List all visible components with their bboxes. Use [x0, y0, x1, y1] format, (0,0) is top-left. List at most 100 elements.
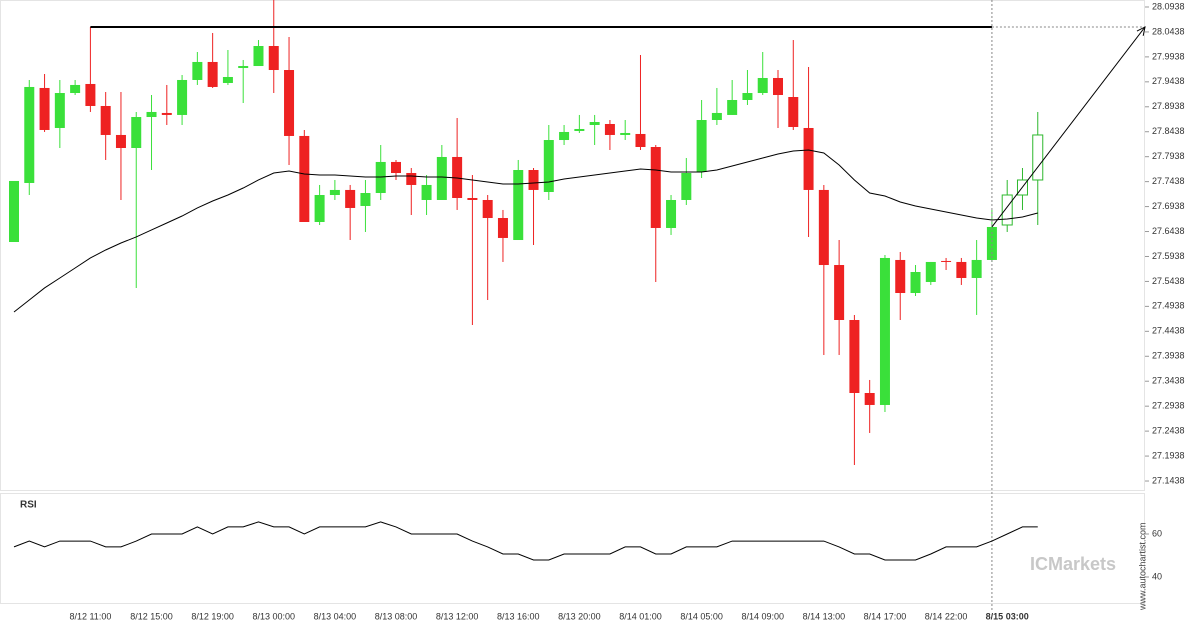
- candle-body: [161, 112, 172, 115]
- candle-body: [589, 122, 600, 125]
- y-tick-label: 60: [1152, 528, 1162, 538]
- candle-body: [85, 83, 96, 106]
- y-tick-label: 27.6438: [1152, 226, 1185, 236]
- y-tick-label: 27.6938: [1152, 201, 1185, 211]
- y-tick-label: 27.8938: [1152, 101, 1185, 111]
- candle-body: [54, 93, 65, 128]
- candle-body: [834, 265, 845, 320]
- source: www.autochartist.com: [1137, 522, 1147, 611]
- candle-body: [711, 112, 722, 121]
- candle-body: [177, 79, 188, 115]
- candle-body: [818, 189, 829, 266]
- y-tick-label: 27.8438: [1152, 126, 1185, 136]
- y-tick-label: 40: [1152, 571, 1162, 581]
- forecast-arrow: [991, 26, 1146, 228]
- candle-body: [971, 259, 982, 278]
- x-tick-label: 8/13 12:00: [436, 611, 479, 621]
- candle-body: [696, 120, 707, 172]
- x-tick-label: 8/14 01:00: [619, 611, 662, 621]
- x-tick-label: 8/14 05:00: [680, 611, 723, 621]
- candle-body: [467, 197, 478, 200]
- candle-body: [620, 132, 631, 135]
- rsi-panel: [0, 493, 1145, 604]
- candle-body: [115, 134, 126, 148]
- watermark: ICMarkets: [1030, 554, 1116, 574]
- candle-body: [146, 111, 157, 118]
- candle-body: [681, 172, 692, 200]
- candle-body: [1032, 134, 1044, 181]
- candle-body: [299, 135, 310, 222]
- y-tick-label: 27.4938: [1152, 301, 1185, 311]
- y-tick-label: 27.5438: [1152, 276, 1185, 286]
- moving-average: [13, 149, 1038, 313]
- y-tick-label: 28.0438: [1152, 26, 1185, 36]
- y-tick-label: 27.1938: [1152, 450, 1185, 460]
- y-tick-label: 27.3438: [1152, 376, 1185, 386]
- candle-body: [253, 46, 264, 67]
- x-tick-label: 8/13 16:00: [497, 611, 540, 621]
- candle-body: [543, 140, 554, 193]
- y-tick-label: 27.7938: [1152, 151, 1185, 161]
- y-tick-label: 28.0938: [1152, 1, 1185, 11]
- candle-body: [956, 261, 967, 278]
- candle-body: [925, 261, 936, 282]
- candle-body: [864, 392, 875, 405]
- y-tick-label: 27.5938: [1152, 251, 1185, 261]
- rsi-title: RSI: [20, 500, 37, 511]
- candle-body: [803, 127, 814, 190]
- candle-body: [604, 123, 615, 135]
- candle-body: [360, 193, 371, 206]
- candle-body: [895, 259, 906, 294]
- y-tick-label: 27.3938: [1152, 351, 1185, 361]
- candle-body: [727, 99, 738, 115]
- y-tick-label: 27.4438: [1152, 326, 1185, 336]
- candle-body: [513, 170, 524, 241]
- candle-body: [879, 257, 890, 405]
- candle-body: [574, 128, 585, 131]
- y-tick-label: 27.1438: [1152, 475, 1185, 485]
- candle-body: [910, 271, 921, 294]
- y-tick-label: 27.9938: [1152, 51, 1185, 61]
- candle-body: [314, 195, 325, 222]
- candle-body: [70, 84, 81, 94]
- x-tick-label: 8/15 03:00: [986, 611, 1029, 621]
- x-tick-label: 8/12 15:00: [130, 611, 173, 621]
- candle-body: [757, 77, 768, 94]
- price-panel: [0, 0, 1145, 491]
- x-tick-label: 8/12 11:00: [69, 611, 111, 621]
- candle-body: [436, 156, 447, 200]
- candle-body: [207, 61, 218, 87]
- candle-body: [773, 77, 783, 96]
- x-tick-label: 8/14 13:00: [803, 611, 846, 621]
- y-tick-label: 27.7438: [1152, 176, 1185, 186]
- x-tick-label: 8/14 09:00: [741, 611, 784, 621]
- y-tick-label: 27.9438: [1152, 76, 1185, 86]
- candle-body: [100, 105, 111, 135]
- candle-body: [1001, 194, 1013, 226]
- x-tick-label: 8/14 17:00: [864, 611, 907, 621]
- candle-body: [497, 218, 508, 238]
- candle-body: [482, 199, 493, 219]
- y-tick-label: 27.2438: [1152, 425, 1185, 435]
- candle-body: [559, 131, 570, 141]
- candle-body: [391, 161, 401, 173]
- candle-body: [406, 172, 417, 185]
- candle-body: [9, 180, 19, 243]
- candle-body: [345, 189, 356, 208]
- candle-body: [941, 260, 952, 262]
- candle-body: [986, 226, 997, 260]
- candle-body: [192, 61, 203, 80]
- candle-body: [131, 117, 142, 148]
- candle-body: [421, 184, 432, 200]
- candle-body: [284, 70, 295, 136]
- candle-body: [635, 133, 646, 147]
- candle-body: [24, 86, 35, 183]
- candle-body: [222, 76, 233, 83]
- candle-body: [238, 66, 249, 69]
- candle-body: [666, 199, 677, 228]
- x-tick-label: 8/13 08:00: [375, 611, 418, 621]
- candle-body: [39, 87, 50, 130]
- candle-body: [528, 170, 539, 190]
- x-tick-label: 8/14 22:00: [925, 611, 968, 621]
